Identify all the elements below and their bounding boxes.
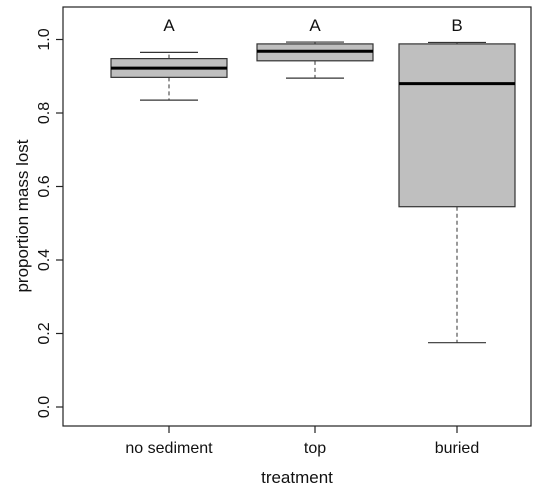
y-axis: 0.0 0.2 0.4 0.6 0.8 1.0 (36, 28, 63, 418)
plot-frame (62, 6, 532, 427)
y-tick-label: 0.2 (36, 322, 53, 344)
box-group-2: A (256, 16, 374, 79)
x-tick-label: no sediment (125, 440, 213, 457)
x-tick-label: buried (435, 440, 479, 457)
y-tick-label: 1.0 (36, 28, 53, 50)
y-tick-label: 0.6 (36, 175, 53, 197)
significance-letter: B (451, 16, 462, 35)
x-axis-label: treatment (261, 468, 333, 487)
y-tick-label: 0.8 (36, 102, 53, 124)
y-tick-label: 0.4 (36, 249, 53, 271)
y-axis-label: proportion mass lost (13, 139, 32, 292)
significance-letter: A (163, 16, 175, 35)
box-iqr (398, 43, 516, 208)
significance-letter: A (309, 16, 321, 35)
y-tick-label: 0.0 (36, 396, 53, 418)
x-tick-label: top (304, 440, 326, 457)
box-group-3: B (398, 16, 516, 344)
box-group-1: A (110, 16, 228, 101)
x-axis: no sediment top buried (125, 426, 479, 457)
